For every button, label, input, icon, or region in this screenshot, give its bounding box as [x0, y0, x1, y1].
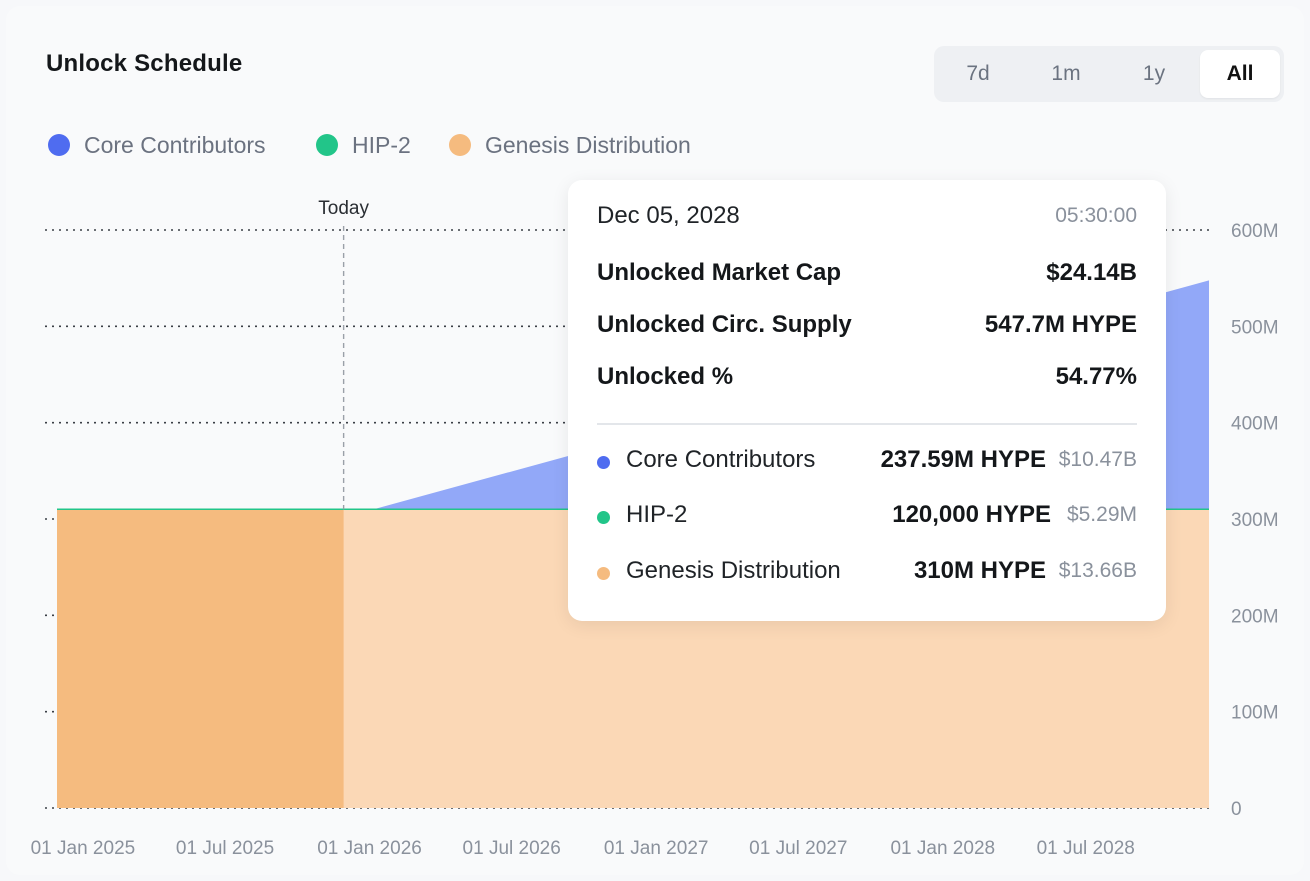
legend-item-core-contributors[interactable]: Core Contributors	[48, 130, 266, 160]
tooltip-series-core-contributors: Core Contributors 237.59M HYPE $10.47B	[597, 446, 1137, 478]
range-all-button[interactable]: All	[1200, 50, 1280, 98]
legend-item-genesis-distribution[interactable]: Genesis Distribution	[449, 130, 691, 160]
legend-item-hip-2[interactable]: HIP-2	[316, 130, 411, 160]
range-7d-button[interactable]: 7d	[938, 50, 1018, 98]
y-tick-label: 600M	[1231, 221, 1279, 242]
legend-dot-icon	[316, 134, 338, 156]
unlocked-pct-value: 54.77%	[1055, 363, 1137, 390]
y-tick-label: 100M	[1231, 703, 1279, 724]
legend-dot-icon	[48, 134, 70, 156]
series-dot-icon	[597, 456, 610, 469]
legend-dot-icon	[449, 134, 471, 156]
tooltip-time: 05:30:00	[1055, 204, 1137, 227]
time-range-selector: 7d 1m 1y All	[934, 46, 1284, 102]
x-tick-label: 01 Jan 2025	[31, 838, 136, 859]
y-tick-label: 400M	[1231, 414, 1279, 435]
x-tick-label: 01 Jan 2028	[890, 838, 995, 859]
series-amount: 237.59M HYPE	[880, 446, 1046, 473]
tooltip-divider	[597, 423, 1137, 425]
tooltip-series-genesis-distribution: Genesis Distribution 310M HYPE $13.66B	[597, 557, 1137, 589]
y-tick-label: 300M	[1231, 510, 1279, 531]
y-tick-label: 500M	[1231, 317, 1279, 338]
x-tick-label: 01 Jul 2025	[176, 838, 274, 859]
tooltip-series-hip-2: HIP-2 120,000 HYPE $5.29M	[597, 501, 1137, 533]
x-tick-label: 01 Jan 2026	[317, 838, 422, 859]
series-amount: 310M HYPE	[913, 557, 1046, 584]
chart-tooltip: Dec 05, 2028 05:30:00 Unlocked Market Ca…	[568, 180, 1166, 621]
legend-label: Genesis Distribution	[485, 131, 691, 158]
series-name: HIP-2	[626, 501, 688, 528]
y-tick-label: 200M	[1231, 606, 1279, 627]
tooltip-date: Dec 05, 2028	[597, 202, 740, 229]
x-tick-label: 01 Jul 2027	[749, 838, 847, 859]
series-dot-icon	[597, 567, 610, 580]
chart-title: Unlock Schedule	[46, 50, 243, 77]
genesis-distribution-unlocked-area	[57, 509, 344, 808]
x-tick-label: 01 Jul 2028	[1037, 838, 1135, 859]
tooltip-market-cap-row: Unlocked Market Cap $24.14B	[597, 259, 1137, 291]
series-dot-icon	[597, 511, 610, 524]
range-1y-button[interactable]: 1y	[1114, 50, 1194, 98]
series-amount: 120,000 HYPE	[892, 501, 1051, 528]
market-cap-value: $24.14B	[1046, 259, 1137, 286]
market-cap-label: Unlocked Market Cap	[597, 259, 842, 286]
legend-label: HIP-2	[352, 131, 411, 158]
range-1m-button[interactable]: 1m	[1026, 50, 1106, 98]
legend-label: Core Contributors	[84, 131, 266, 158]
series-usd: $13.66B	[1058, 559, 1137, 582]
x-tick-label: 01 Jul 2026	[463, 838, 561, 859]
series-usd: $5.29M	[1066, 503, 1137, 526]
series-name: Genesis Distribution	[626, 557, 841, 584]
today-label: Today	[318, 198, 369, 219]
tooltip-circ-supply-row: Unlocked Circ. Supply 547.7M HYPE	[597, 311, 1137, 343]
series-name: Core Contributors	[626, 446, 816, 473]
y-tick-label: 0	[1231, 799, 1242, 820]
tooltip-unlocked-pct-row: Unlocked % 54.77%	[597, 363, 1137, 395]
unlocked-pct-label: Unlocked %	[597, 363, 734, 390]
x-tick-label: 01 Jan 2027	[604, 838, 709, 859]
series-usd: $10.47B	[1058, 448, 1137, 471]
circ-supply-value: 547.7M HYPE	[984, 311, 1137, 338]
circ-supply-label: Unlocked Circ. Supply	[597, 311, 852, 338]
